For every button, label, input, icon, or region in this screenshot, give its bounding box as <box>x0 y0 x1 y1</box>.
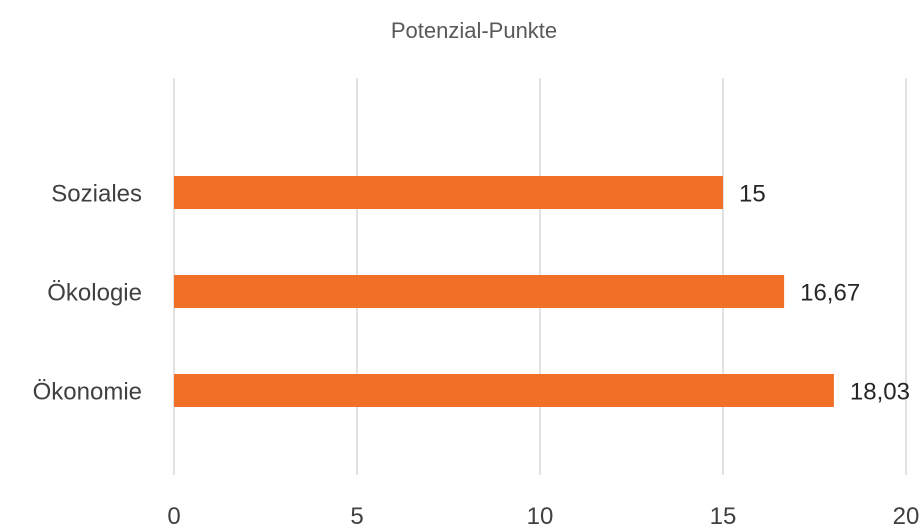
category-label: Soziales <box>51 181 142 208</box>
bar-3 <box>174 374 834 407</box>
category-label: Ökonomie <box>33 379 142 406</box>
category-label: Ökologie <box>47 280 142 307</box>
x-tick-label: 0 <box>167 503 180 527</box>
data-labels: 15 16,67 18,03 <box>739 181 910 406</box>
x-tick-label: 20 <box>893 503 920 527</box>
category-labels: Soziales Ökologie Ökonomie <box>33 181 142 406</box>
chart-title: Potenzial-Punkte <box>391 18 557 43</box>
bar-1 <box>174 176 723 209</box>
bars <box>174 176 834 407</box>
bar-2 <box>174 275 785 308</box>
data-label: 15 <box>739 181 766 208</box>
x-axis-tick-labels: 0 5 10 15 20 <box>167 503 920 530</box>
x-tick-label: 10 <box>527 503 554 527</box>
x-tick-label: 15 <box>710 503 737 527</box>
data-label: 16,67 <box>800 280 860 307</box>
data-label: 18,03 <box>850 379 910 406</box>
x-tick-label: 5 <box>350 503 363 527</box>
